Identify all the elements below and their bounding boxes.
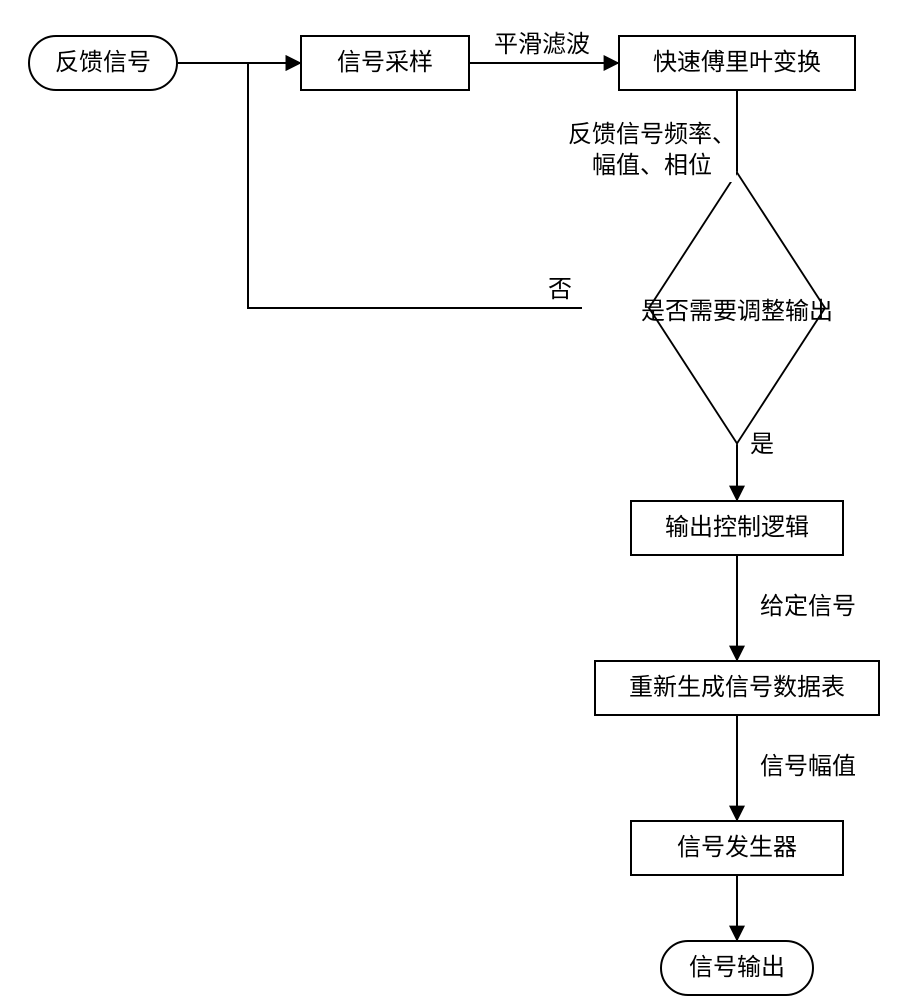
sample-process: 信号采样 bbox=[300, 35, 470, 91]
output-terminal: 信号输出 bbox=[660, 940, 814, 996]
siggen-process: 信号发生器 bbox=[630, 820, 844, 876]
decision-diamond: 是否需要调整输出 bbox=[582, 218, 892, 398]
flowchart-canvas: 反馈信号 信号采样 快速傅里叶变换 是否需要调整输出 输出控制逻辑 重新生成信号… bbox=[0, 0, 913, 1000]
edge-label-yes: 是 bbox=[750, 430, 774, 461]
regen-label: 重新生成信号数据表 bbox=[629, 674, 845, 703]
siggen-label: 信号发生器 bbox=[677, 834, 797, 863]
sample-label: 信号采样 bbox=[337, 49, 433, 78]
start-label: 反馈信号 bbox=[55, 49, 151, 78]
edge-label-no: 否 bbox=[548, 275, 572, 306]
regen-process: 重新生成信号数据表 bbox=[594, 660, 880, 716]
output-label: 信号输出 bbox=[689, 954, 785, 983]
ctrl-process: 输出控制逻辑 bbox=[630, 500, 844, 556]
edge-label-smooth: 平滑滤波 bbox=[494, 30, 590, 61]
decision-shape bbox=[648, 171, 826, 445]
fft-process: 快速傅里叶变换 bbox=[618, 35, 856, 91]
start-terminal: 反馈信号 bbox=[28, 35, 178, 91]
edge-label-amp: 信号幅值 bbox=[760, 752, 856, 783]
ctrl-label: 输出控制逻辑 bbox=[665, 514, 809, 543]
edge-label-given: 给定信号 bbox=[760, 592, 856, 623]
edge-label-freq: 反馈信号频率、 幅值、相位 bbox=[568, 120, 736, 182]
fft-label: 快速傅里叶变换 bbox=[653, 49, 821, 78]
